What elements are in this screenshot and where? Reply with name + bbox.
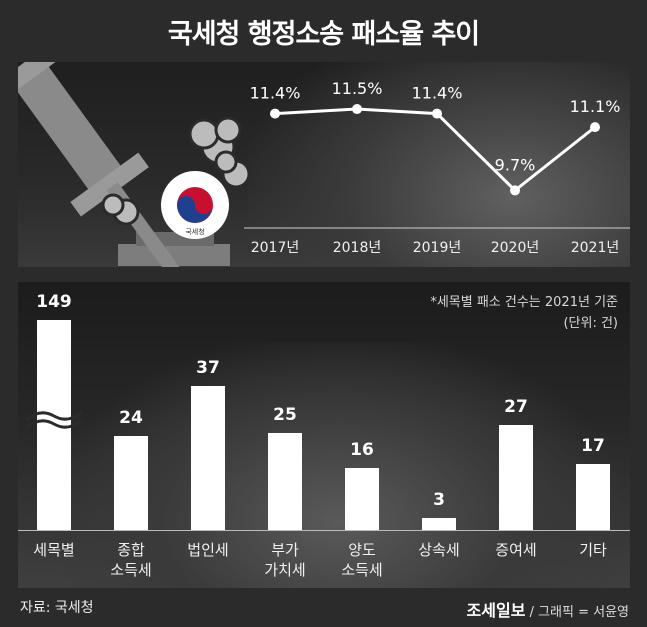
bar (191, 385, 225, 530)
bar (114, 436, 148, 530)
bar (499, 424, 533, 530)
brand-logo: 조세일보 (466, 601, 526, 620)
bar-value-label: 149 (36, 292, 72, 312)
credit-text: / 그래픽 = 서윤영 (529, 605, 629, 620)
gavel-illustration: 국세청 (18, 62, 251, 267)
panel-glow (248, 62, 630, 267)
line-chart: 11.4% 2017년 11.5% 2018년 11.4% 2019년 9.7% 2020년 1… (244, 79, 630, 256)
bar-value-label: 25 (273, 404, 297, 425)
line-point (510, 185, 520, 196)
smoke-icon (101, 116, 251, 226)
bar (345, 467, 379, 530)
gavel-block (118, 244, 230, 266)
x-tick-label: 2020년 (491, 240, 540, 256)
point-label: 11.5% (332, 79, 383, 98)
line-point (432, 108, 442, 119)
bar-value-label: 37 (196, 357, 220, 378)
category-label: 상속세 (418, 541, 460, 559)
category-label: 종합 소득세 (110, 541, 152, 579)
bar-value-label: 27 (504, 396, 528, 417)
category-label: 법인세 (187, 541, 229, 559)
category-label: 부가 가치세 (264, 541, 306, 579)
nts-emblem: 국세청 (161, 171, 229, 239)
x-tick-label: 2018년 (333, 240, 382, 256)
bar (422, 518, 456, 530)
point-label: 9.7% (495, 155, 536, 174)
page-title: 국세청 행정소송 패소율 추이 (167, 19, 480, 50)
axis-break-icon (25, 410, 83, 430)
bar-value-label: 17 (581, 435, 605, 456)
bar-chart-panel: *세목별 패소 건수는 2021년 기준 (단위: 건) 149 세목별 24 종합 소… (18, 282, 630, 588)
bar (576, 463, 610, 530)
bar-baseline (18, 530, 630, 531)
bar-value-label: 3 (433, 490, 445, 511)
note-text: *세목별 패소 건수는 2021년 기준 (430, 295, 618, 310)
x-tick-label: 2021년 (571, 240, 620, 256)
bar-value-label: 16 (350, 439, 374, 460)
category-label: 증여세 (495, 541, 537, 559)
line-point (270, 108, 280, 119)
line-point (590, 122, 600, 133)
category-label: 양도 소득세 (341, 541, 383, 579)
bar (268, 432, 302, 530)
line-chart-panel: 국세청 11.4% 2017년 11.5% 2018년 11.4% 2019년 9.7% 20… (18, 62, 630, 267)
bar-value-label: 24 (119, 408, 143, 429)
unit-text: (단위: 건) (563, 316, 618, 331)
category-label: 세목별 (33, 541, 75, 559)
emblem-label: 국세청 (185, 227, 204, 236)
x-tick-label: 2019년 (413, 240, 462, 256)
credit-block: 조세일보 / 그래픽 = 서윤영 (467, 597, 629, 621)
point-label: 11.4% (412, 84, 463, 103)
line-point (352, 104, 362, 115)
point-label: 11.1% (570, 97, 621, 116)
point-label: 11.4% (250, 84, 301, 103)
source-text: 자료: 국세청 (20, 600, 94, 616)
chart-note: *세목별 패소 건수는 2021년 기준 (단위: 건) (430, 292, 618, 334)
category-label: 기타 (579, 541, 607, 559)
series-line (274, 107, 596, 193)
x-tick-label: 2017년 (251, 240, 300, 256)
